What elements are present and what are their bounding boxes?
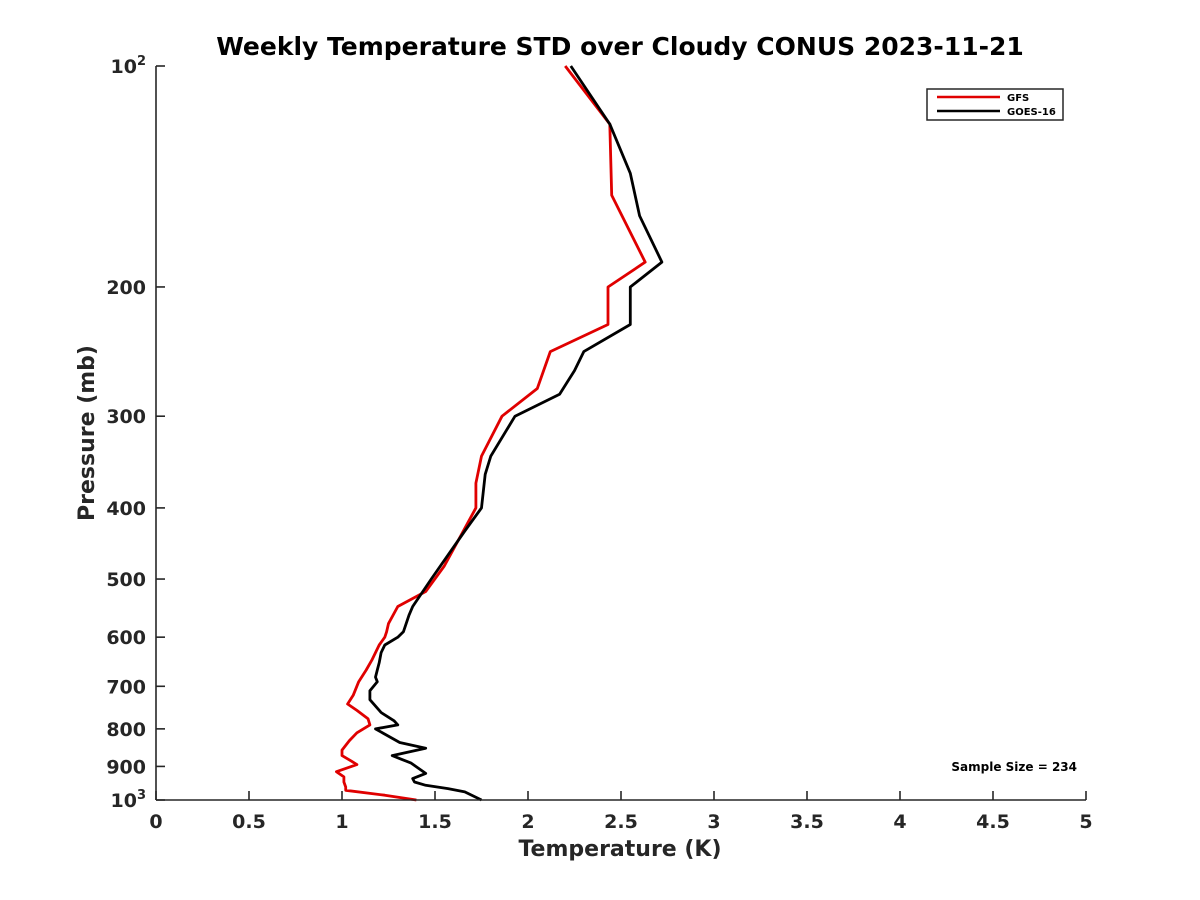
x-axis-label: Temperature (K) (518, 837, 721, 862)
chart-title: Weekly Temperature STD over Cloudy CONUS… (216, 32, 1024, 61)
y-tick-label: 800 (106, 719, 146, 741)
x-tick-label: 1.5 (418, 811, 452, 833)
x-tick-label: 3.5 (790, 811, 824, 833)
y-tick-label: 700 (106, 676, 146, 698)
sample-size-annotation: Sample Size = 234 (951, 760, 1077, 774)
legend-box (926, 88, 1064, 121)
y-tick-label: 300 (106, 406, 146, 428)
legend-label-gfs: GFS (1007, 93, 1029, 104)
x-tick-label: 0.5 (232, 811, 266, 833)
y-tick-label: 600 (106, 627, 146, 649)
y-tick-base: 10 (111, 56, 137, 78)
y-tick-label: 900 (106, 756, 146, 778)
x-tick-label: 4.5 (976, 811, 1010, 833)
series-line-gfs (334, 65, 647, 802)
x-tick-label: 2 (521, 811, 534, 833)
y-tick-label: 400 (106, 498, 146, 520)
x-axis-ticks: 0 0.5 1 1.5 2 2.5 3 3.5 4 4.5 5 (149, 791, 1093, 833)
y-tick-base: 10 (111, 790, 137, 812)
x-tick-label: 3 (707, 811, 720, 833)
y-tick-label: 102 (111, 54, 147, 78)
x-tick-label: 2.5 (604, 811, 638, 833)
legend-label-goes16: GOES-16 (1007, 107, 1056, 118)
y-tick-exponent: 2 (137, 54, 146, 69)
y-tick-label: 200 (106, 277, 146, 299)
y-tick-exponent: 3 (137, 788, 146, 803)
x-tick-label: 4 (893, 811, 906, 833)
plot-area (334, 65, 664, 802)
x-tick-label: 1 (335, 811, 348, 833)
y-tick-label: 500 (106, 569, 146, 591)
legend: GFS GOES-16 (926, 88, 1064, 121)
series-line-goes16 (368, 65, 664, 802)
y-axis-label: Pressure (mb) (75, 345, 100, 521)
x-tick-label: 0 (149, 811, 162, 833)
x-tick-label: 5 (1079, 811, 1092, 833)
y-tick-label: 103 (111, 788, 147, 812)
